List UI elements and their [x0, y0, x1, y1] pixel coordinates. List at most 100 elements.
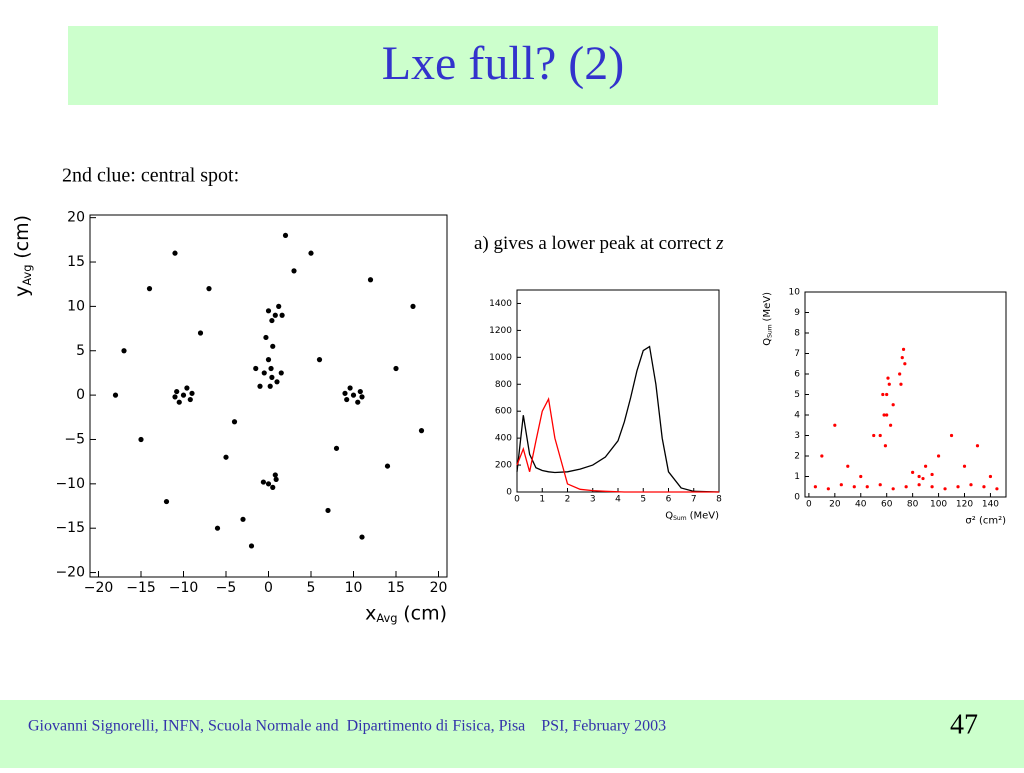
- point: [273, 476, 279, 483]
- point: [270, 343, 276, 349]
- point: [904, 485, 908, 489]
- point: [357, 388, 363, 395]
- y-tick-label: 200: [495, 461, 512, 471]
- y-tick-label: 10: [67, 298, 85, 314]
- axis-label-unit: (MeV): [690, 510, 720, 521]
- x-tick-label: 5: [307, 580, 316, 596]
- point: [138, 436, 144, 443]
- point: [883, 444, 888, 448]
- y-tick-label: 600: [495, 407, 512, 417]
- x-tick-label: 6: [666, 495, 672, 505]
- x-tick-label: 0: [806, 500, 812, 510]
- point: [917, 483, 921, 487]
- point: [393, 365, 399, 372]
- slide-title: Lxe full? (2): [382, 37, 625, 90]
- y-tick-label: −10: [55, 476, 85, 492]
- x-tick-label: 10: [345, 580, 363, 596]
- axis-label-main: y: [11, 286, 33, 297]
- point: [261, 370, 267, 376]
- point: [180, 392, 187, 398]
- y-tick-label: −15: [55, 520, 85, 536]
- y-tick-label: 1400: [489, 299, 512, 309]
- series-line: [516, 397, 719, 493]
- point: [903, 362, 907, 366]
- point: [325, 507, 331, 514]
- point: [263, 334, 269, 341]
- note-var: z: [715, 233, 724, 254]
- point: [901, 347, 906, 351]
- y-tick-label: 9: [794, 308, 800, 318]
- x-tick-label: 8: [716, 495, 722, 505]
- y-tick-label: 6: [794, 370, 800, 380]
- point: [197, 330, 204, 336]
- point: [956, 485, 960, 489]
- axis-label: yAvg (cm): [11, 215, 34, 297]
- point: [282, 232, 289, 239]
- y-tick-label: 5: [76, 343, 85, 359]
- point: [265, 308, 272, 314]
- x-tick-label: −5: [216, 580, 237, 596]
- point: [272, 312, 278, 318]
- y-tick-label: 1000: [489, 353, 512, 363]
- point: [269, 374, 275, 380]
- point: [882, 413, 886, 417]
- point: [891, 487, 895, 491]
- x-tick-label: −10: [169, 580, 199, 596]
- point: [268, 365, 274, 372]
- x-tick-label: −15: [126, 580, 156, 596]
- point: [820, 454, 824, 458]
- y-tick-label: −5: [64, 431, 85, 447]
- x-tick-label: 3: [590, 495, 596, 505]
- point: [172, 394, 178, 400]
- point: [184, 385, 190, 391]
- point: [930, 472, 934, 477]
- axis-label-main: Q: [665, 510, 673, 521]
- x-tick-label: 7: [691, 495, 697, 505]
- point: [347, 385, 353, 391]
- point: [223, 454, 229, 460]
- x-tick-label: 120: [956, 500, 973, 510]
- point: [172, 250, 178, 256]
- y-tick-label: 0: [794, 493, 800, 503]
- point: [355, 399, 361, 405]
- point: [276, 303, 282, 309]
- x-tick-label: 5: [640, 495, 646, 505]
- x-tick-label: 1: [539, 495, 545, 505]
- y-tick-label: 1200: [489, 326, 512, 336]
- point: [308, 250, 314, 256]
- point: [885, 413, 889, 417]
- note: a) gives a lower peak at correct: [474, 233, 716, 254]
- axis-label: xAvg (cm): [365, 602, 447, 625]
- y-tick-label: 800: [495, 380, 512, 390]
- x-tick-label: 4: [615, 495, 621, 505]
- y-tick-label: 8: [794, 329, 800, 339]
- point: [121, 348, 127, 354]
- point: [270, 484, 276, 490]
- point: [112, 392, 119, 398]
- point: [265, 481, 272, 487]
- point: [846, 464, 850, 468]
- point: [936, 454, 941, 458]
- point: [418, 428, 425, 434]
- point: [214, 525, 221, 531]
- point: [887, 382, 891, 386]
- point: [206, 286, 212, 292]
- y-tick-label: 20: [67, 210, 85, 226]
- point: [878, 483, 882, 487]
- x-tick-label: 2: [565, 495, 571, 505]
- axis-label-sub: Avg: [19, 264, 33, 285]
- point: [988, 474, 993, 479]
- axis-label-unit: (MeV): [762, 292, 773, 322]
- y-tick-label: 5: [794, 390, 800, 400]
- y-tick-label: 1: [794, 472, 800, 482]
- point: [924, 464, 928, 468]
- y-tick-label: −20: [55, 565, 85, 581]
- point: [187, 396, 193, 403]
- point: [826, 487, 830, 491]
- x-tick-label: 0: [264, 580, 273, 596]
- point: [274, 379, 280, 385]
- point: [174, 388, 180, 395]
- point: [260, 479, 266, 485]
- point: [359, 394, 365, 400]
- point: [278, 370, 284, 376]
